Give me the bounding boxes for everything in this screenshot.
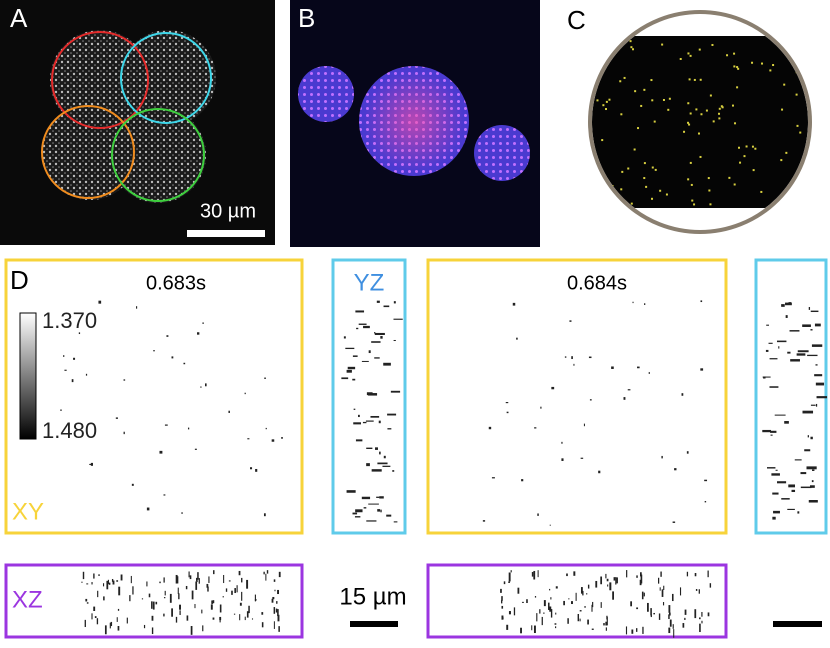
panel-label: A [10,3,28,33]
panel-d: 1.370 1.480 D 0.683s 0.684s YZ XY XZ 15 … [4,258,828,639]
scale-bar [773,621,822,627]
panel-label: D [10,265,29,295]
time-label: 0.684s [567,272,627,294]
panel-label: B [298,3,315,33]
scale-label: 30 µm [200,200,256,222]
view-label: XY [12,498,44,525]
time-label: 0.683s [146,272,206,294]
panel-label: C [567,5,586,35]
colorbar-label: 1.480 [42,418,97,443]
panel-a: A 30 µm [0,0,275,245]
view-label: YZ [354,269,385,296]
scale-label: 15 µm [339,583,406,610]
panel-b: B [290,0,540,247]
view-label: XZ [12,586,43,613]
colorbar-label: 1.370 [42,308,97,333]
scale-bar [350,621,398,627]
scale-bar [187,230,265,237]
panel-c: C [567,5,812,234]
